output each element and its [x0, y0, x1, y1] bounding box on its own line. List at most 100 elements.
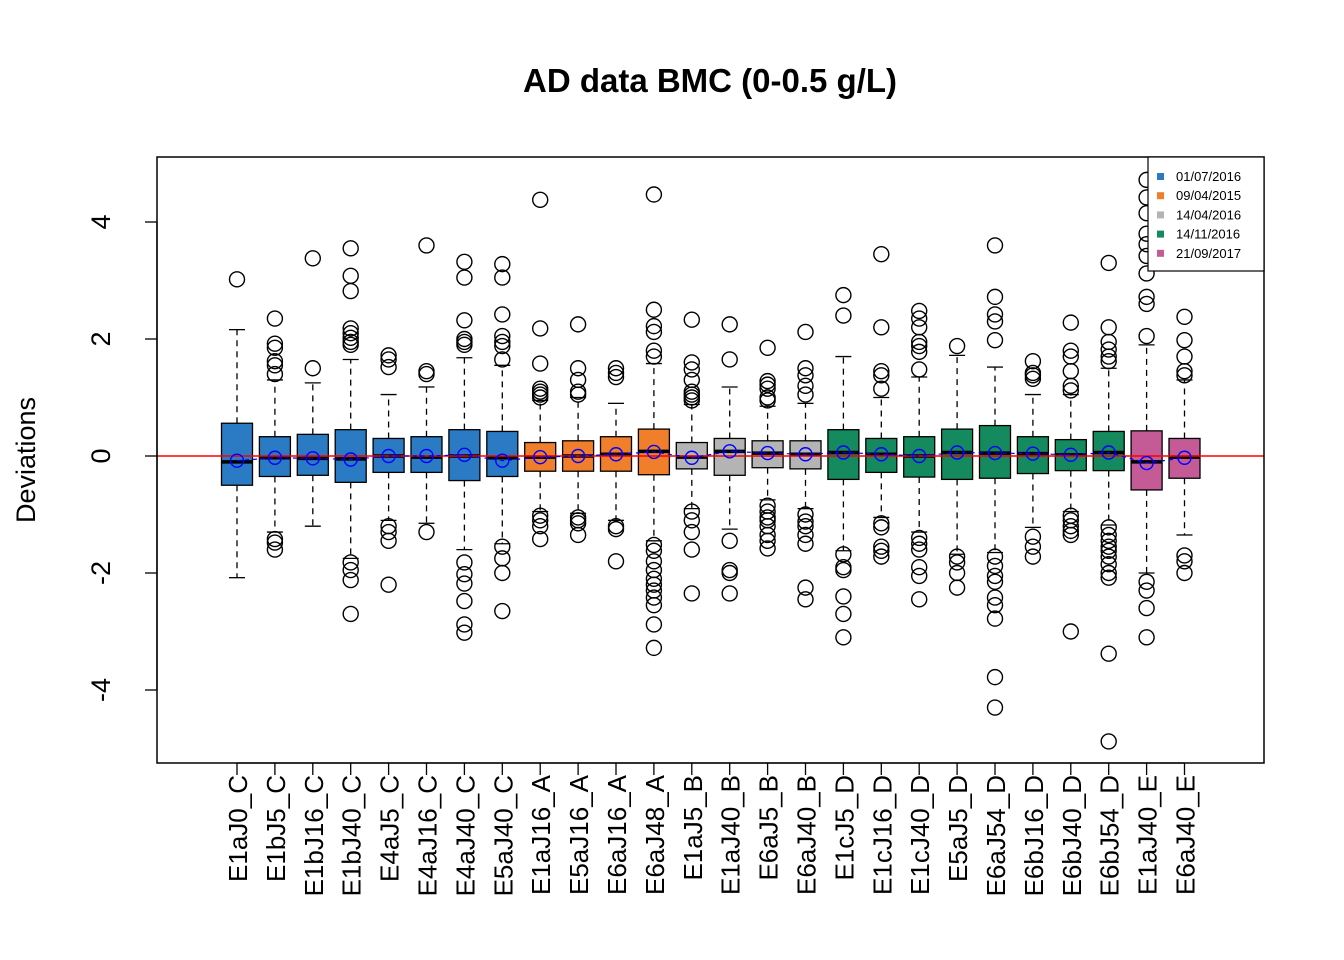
x-tick-label: E6aJ54_D [981, 775, 1011, 896]
outlier-point [266, 530, 284, 548]
outlier-point [721, 351, 738, 368]
box [410, 436, 443, 474]
outlier-point [645, 536, 663, 554]
x-tick-label: E1aJ0_C [223, 775, 253, 882]
outlier-point [494, 306, 511, 323]
outlier-point [569, 371, 587, 389]
outlier-point [418, 523, 435, 541]
outlier-point [1100, 526, 1117, 544]
outlier-point [835, 307, 852, 324]
outlier-point [1100, 548, 1117, 565]
x-tick-label: E6aJ40_E [1171, 775, 1201, 895]
outlier-point [873, 319, 890, 336]
x-tick-label: E1aJ5_B [678, 775, 708, 881]
outlier-point [986, 237, 1004, 254]
mean-marker [343, 452, 358, 467]
outlier-point [683, 512, 700, 529]
outlier-point [1100, 556, 1117, 573]
mean-marker [570, 448, 586, 464]
outlier-point [645, 553, 663, 570]
x-tick-label: E1aJ40_B [716, 775, 746, 895]
outlier-point [873, 367, 890, 384]
outlier-point [1100, 348, 1117, 365]
outlier-point [911, 591, 928, 608]
outlier-point [456, 624, 473, 641]
outlier-point [797, 591, 814, 608]
outlier-point [494, 351, 511, 368]
outlier-point [266, 357, 284, 374]
x-tick-label: E1aJ16_A [526, 774, 556, 895]
outlier-point [835, 588, 852, 605]
outlier-point [797, 506, 814, 523]
mean-marker [381, 448, 396, 464]
outlier-point [532, 320, 549, 337]
outlier-point [645, 317, 663, 335]
outlier-point [797, 367, 814, 384]
outlier-point [1100, 542, 1117, 559]
outlier-point [456, 565, 473, 583]
x-tick-label: E6aJ16_A [602, 774, 632, 895]
outlier-point [1176, 348, 1193, 365]
outlier-point [1100, 564, 1117, 582]
outlier-point [1100, 569, 1117, 586]
outlier-point [797, 386, 814, 403]
outlier-point [532, 507, 549, 524]
x-tick-label: E4aJ40_C [450, 775, 480, 896]
outlier-point [759, 339, 776, 356]
outlier-point [683, 523, 700, 541]
mean-marker [229, 453, 245, 468]
outlier-point [1100, 254, 1117, 272]
box [296, 433, 329, 476]
outlier-point [873, 362, 890, 380]
outlier-point [911, 333, 928, 351]
outlier-point [683, 503, 700, 520]
outlier-point [873, 538, 890, 555]
outlier-point [835, 546, 852, 563]
x-tick-label: E1bJ40_C [337, 775, 367, 896]
outlier-point [569, 386, 587, 403]
mean-marker [419, 448, 434, 464]
outlier-point [418, 365, 435, 383]
x-tick-label: E6bJ40_D [1057, 775, 1087, 896]
outlier-point [1100, 353, 1117, 370]
outlier-point [986, 548, 1004, 565]
outlier-point [456, 336, 473, 354]
outlier-point [797, 360, 814, 377]
legend-label: 09/04/2015 [1176, 188, 1241, 203]
outlier-point [494, 327, 511, 345]
mean-marker [949, 445, 965, 460]
outlier-point [873, 515, 890, 532]
outlier-point [494, 550, 511, 567]
outlier-point [1062, 314, 1080, 331]
outlier-point [1024, 370, 1042, 387]
mean-marker [1063, 447, 1079, 463]
outlier-point [380, 351, 397, 368]
y-axis-title: Deviations [11, 397, 41, 523]
outlier-point [645, 616, 663, 633]
mean-marker [267, 450, 283, 465]
outlier-point [873, 380, 890, 397]
x-tick-label: E6aJ40_B [792, 775, 822, 895]
outlier-point [948, 554, 966, 571]
mean-marker [987, 445, 1003, 461]
y-tick-label: 2 [86, 331, 116, 346]
outlier-point [683, 371, 700, 389]
mean-marker [912, 448, 927, 464]
x-tick-label: E1cJ16_D [867, 775, 897, 895]
outlier-point [986, 699, 1004, 716]
outlier-point [607, 368, 625, 386]
outlier-point [342, 329, 359, 347]
x-tick-label: E1cJ40_D [905, 775, 935, 895]
outlier-point [380, 576, 397, 593]
outlier-point [986, 610, 1004, 627]
outlier-point [1176, 308, 1193, 325]
outlier-point [797, 535, 814, 552]
y-tick-label: 4 [86, 214, 116, 229]
outlier-point [456, 269, 473, 286]
outlier-point [342, 324, 359, 342]
outlier-point [456, 616, 473, 633]
outlier-point [342, 554, 359, 571]
outlier-point [342, 267, 359, 285]
legend-swatch [1157, 249, 1164, 257]
